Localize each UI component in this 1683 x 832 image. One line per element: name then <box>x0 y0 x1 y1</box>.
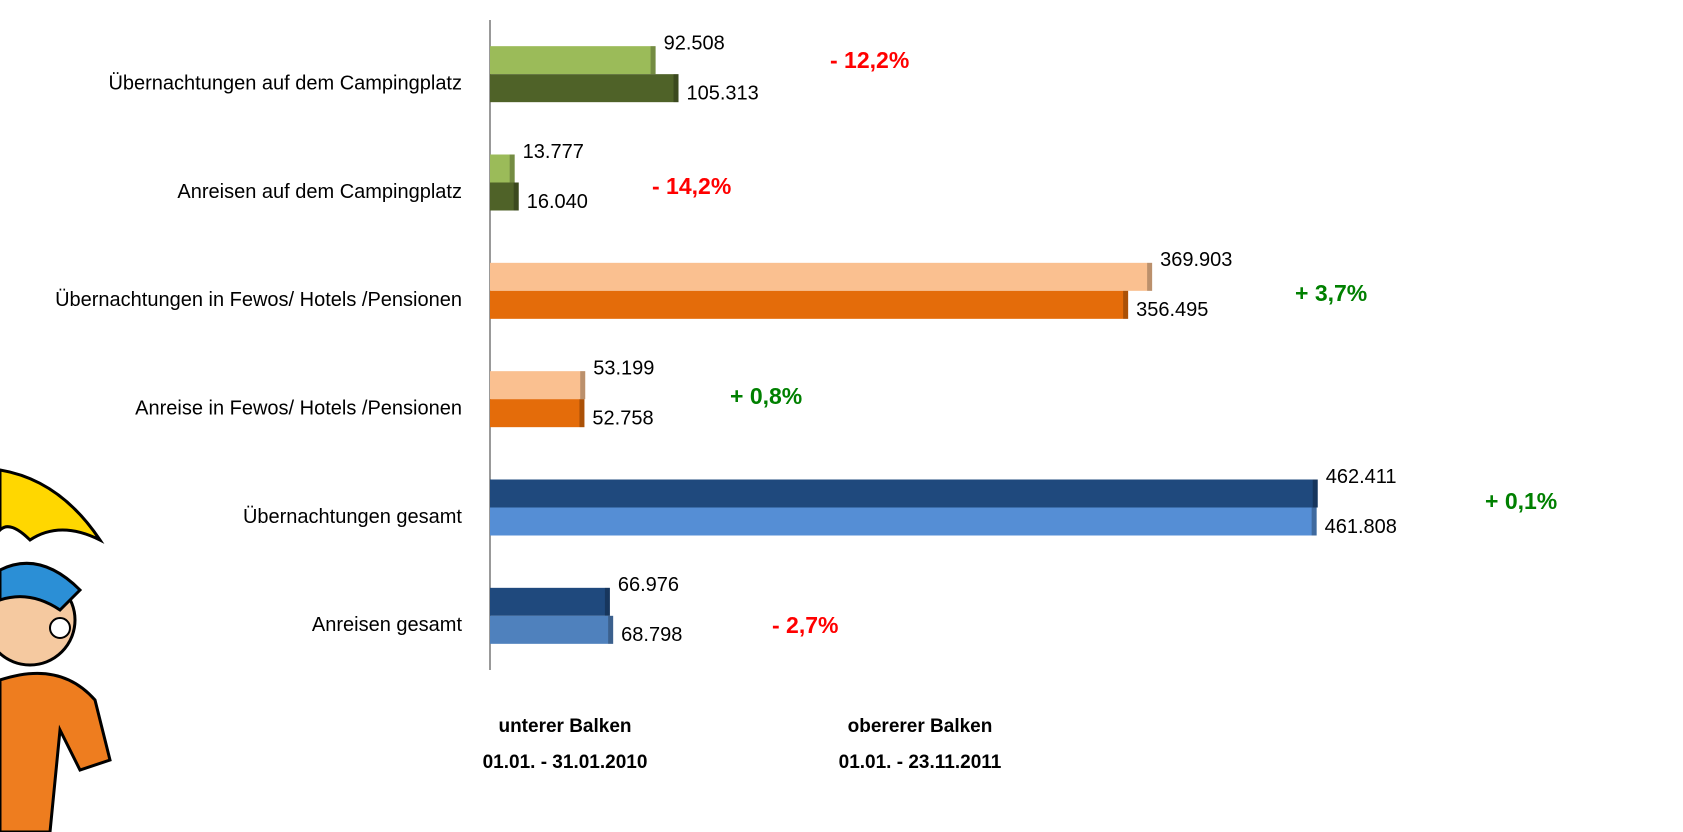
annotation: - 12,2% <box>830 47 909 73</box>
bar-shade <box>580 371 586 400</box>
category-label: Anreisen gesamt <box>312 614 463 636</box>
bar <box>490 399 585 428</box>
bar-shade <box>608 615 614 644</box>
bar <box>490 154 515 183</box>
bar <box>490 46 656 75</box>
category-label: Übernachtungen auf dem Campingplatz <box>108 72 462 94</box>
bar <box>490 615 614 644</box>
annotation: + 0,1% <box>1485 488 1557 514</box>
value-label: 68.798 <box>621 624 682 646</box>
bar <box>490 587 610 616</box>
bar-shade <box>1311 507 1317 536</box>
annotation: - 2,7% <box>772 612 838 638</box>
legend-period: 01.01. - 23.11.2011 <box>839 752 1002 773</box>
category-label: Anreise in Fewos/ Hotels /Pensionen <box>135 397 462 419</box>
value-label: 356.495 <box>1136 299 1208 321</box>
bar <box>490 262 1153 291</box>
bar-shade <box>1147 262 1153 291</box>
bar-shade <box>604 587 610 616</box>
value-label: 16.040 <box>527 191 588 213</box>
legend-label: obererer Balken <box>848 716 993 737</box>
bar <box>490 371 586 400</box>
bar-shade <box>579 399 585 428</box>
category-label: Übernachtungen in Fewos/ Hotels /Pension… <box>55 289 462 311</box>
bar-shade <box>513 182 519 211</box>
annotation: - 14,2% <box>652 173 731 199</box>
category-label: Anreisen auf dem Campingplatz <box>177 181 462 203</box>
bar <box>490 479 1318 508</box>
bar-shade <box>673 74 679 103</box>
value-label: 462.411 <box>1326 466 1397 488</box>
category-label: Übernachtungen gesamt <box>243 506 462 528</box>
value-label: 66.976 <box>618 574 679 596</box>
bar-shade <box>650 46 656 75</box>
bar-shade <box>1123 290 1129 319</box>
value-label: 52.758 <box>592 407 653 429</box>
bar-shade <box>1312 479 1318 508</box>
bar-shade <box>509 154 515 183</box>
mascot <box>0 468 112 832</box>
annotation: + 0,8% <box>730 383 802 409</box>
bar <box>490 290 1129 319</box>
value-label: 461.808 <box>1325 516 1397 538</box>
legend-label: unterer Balken <box>498 716 631 737</box>
bar <box>490 74 679 103</box>
annotation: + 3,7% <box>1295 280 1367 306</box>
value-label: 92.508 <box>664 32 725 54</box>
legend-period: 01.01. - 31.01.2010 <box>483 752 648 773</box>
value-label: 105.313 <box>687 82 759 104</box>
value-label: 53.199 <box>593 357 654 379</box>
bar <box>490 182 519 211</box>
value-label: 13.777 <box>523 141 584 163</box>
value-label: 369.903 <box>1160 249 1232 271</box>
bar <box>490 507 1317 536</box>
